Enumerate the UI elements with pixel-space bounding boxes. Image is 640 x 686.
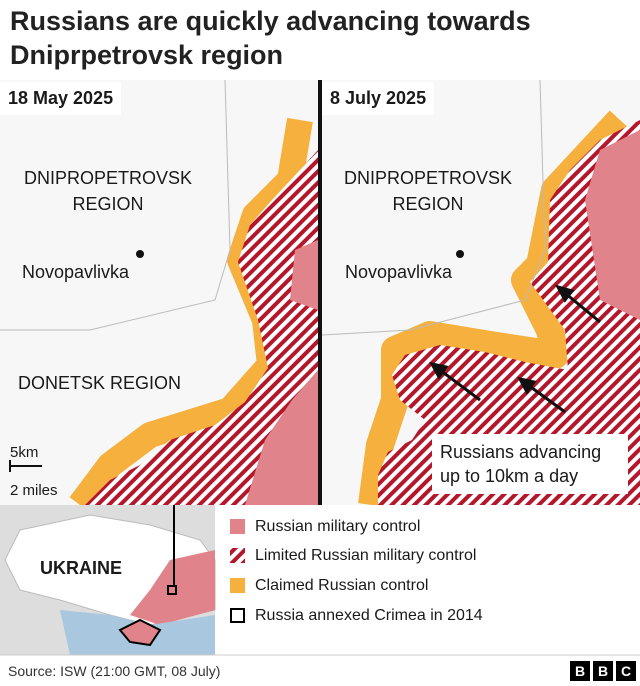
scale-miles: 2 miles [10, 482, 58, 499]
panel-date: 18 May 2025 [0, 82, 122, 115]
map-left [0, 80, 318, 505]
region-label: DNIPROPETROVSK REGION [23, 168, 193, 214]
inset-map [0, 505, 216, 655]
panel-date: 8 July 2025 [322, 82, 435, 115]
annotation: Russians advancing up to 10km a day [432, 434, 628, 494]
scale-km: 5km [10, 444, 39, 461]
legend-text: Limited Russian military control [255, 547, 477, 564]
town-label: Novopavlivka [22, 262, 130, 282]
title: Russians are quickly advancing towards D… [10, 6, 531, 70]
logo-letter: B [570, 661, 590, 681]
source: Source: ISW (21:00 GMT, 08 July) [8, 663, 221, 679]
legend-text: Russia annexed Crimea in 2014 [255, 607, 483, 624]
region-label: DONETSK REGION [18, 373, 182, 393]
region-label: DNIPROPETROVSK REGION [343, 168, 513, 214]
legend-text: Claimed Russian control [255, 577, 429, 594]
map-right [322, 80, 640, 505]
logo-letter: C [616, 661, 636, 681]
town-label: Novopavlivka [345, 262, 453, 282]
legend-text: Russian military control [255, 518, 421, 535]
inset-label: UKRAINE [40, 558, 123, 578]
legend-swatches [230, 519, 245, 623]
logo-letter: B [593, 661, 613, 681]
